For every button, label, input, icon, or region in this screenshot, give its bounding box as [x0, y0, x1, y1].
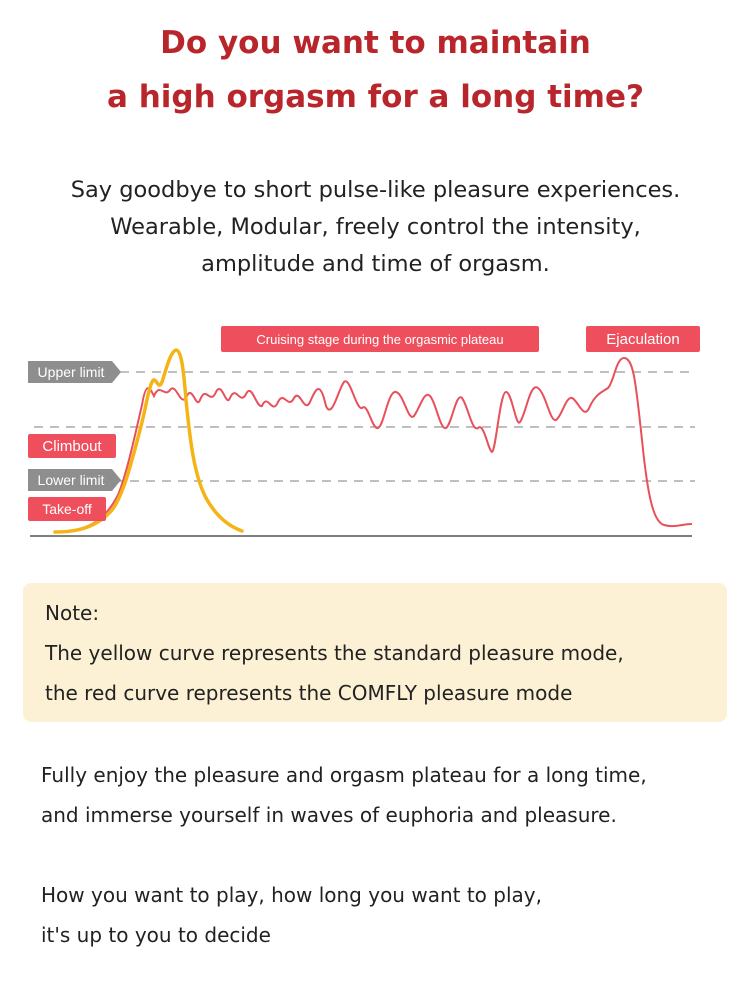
headline-line-2: a high orgasm for a long time?: [106, 79, 644, 115]
ejaculation-stage-label: Ejaculation: [586, 326, 700, 352]
subhead-line-2: Wearable, Modular, freely control the in…: [110, 214, 641, 240]
subhead-line-1: Say goodbye to short pulse-like pleasure…: [70, 177, 681, 203]
climbout-text: Climbout: [42, 438, 102, 455]
note-line-2: the red curve represents the COMFLY plea…: [45, 681, 573, 705]
paragraph-control-line-1: How you want to play, how long you want …: [41, 883, 542, 907]
climbout-label: Climbout: [28, 434, 116, 458]
paragraph-control-line-2: it's up to you to decide: [41, 923, 271, 947]
note-box: Note: The yellow curve represents the st…: [23, 583, 727, 722]
paragraph-plateau: Fully enjoy the pleasure and orgasm plat…: [41, 755, 647, 835]
lower-limit-label: Lower limit: [28, 469, 121, 491]
pleasure-curve-chart: Upper limit Climbout Lower limit Take-of…: [28, 326, 700, 537]
yellow-curve-standard-mode: [53, 348, 244, 534]
paragraph-plateau-line-2: and immerse yourself in waves of euphori…: [41, 803, 617, 827]
lower-limit-text: Lower limit: [38, 472, 105, 488]
upper-limit-text: Upper limit: [38, 364, 105, 380]
plateau-stage-label: Cruising stage during the orgasmic plate…: [221, 326, 539, 352]
page-headline: Do you want to maintain a high orgasm fo…: [0, 16, 751, 124]
ejaculation-stage-text: Ejaculation: [606, 331, 679, 348]
subhead-line-3: amplitude and time of orgasm.: [201, 251, 550, 277]
note-title: Note:: [45, 601, 100, 625]
upper-limit-label: Upper limit: [28, 361, 121, 383]
paragraph-control: How you want to play, how long you want …: [41, 875, 542, 955]
subheadline: Say goodbye to short pulse-like pleasure…: [0, 172, 751, 283]
red-curve-comfly-mode: [59, 356, 693, 533]
paragraph-plateau-line-1: Fully enjoy the pleasure and orgasm plat…: [41, 763, 647, 787]
takeoff-text: Take-off: [42, 501, 92, 517]
takeoff-label: Take-off: [28, 497, 106, 521]
plateau-stage-text: Cruising stage during the orgasmic plate…: [256, 332, 503, 347]
headline-line-1: Do you want to maintain: [160, 25, 591, 61]
note-line-1: The yellow curve represents the standard…: [45, 641, 624, 665]
